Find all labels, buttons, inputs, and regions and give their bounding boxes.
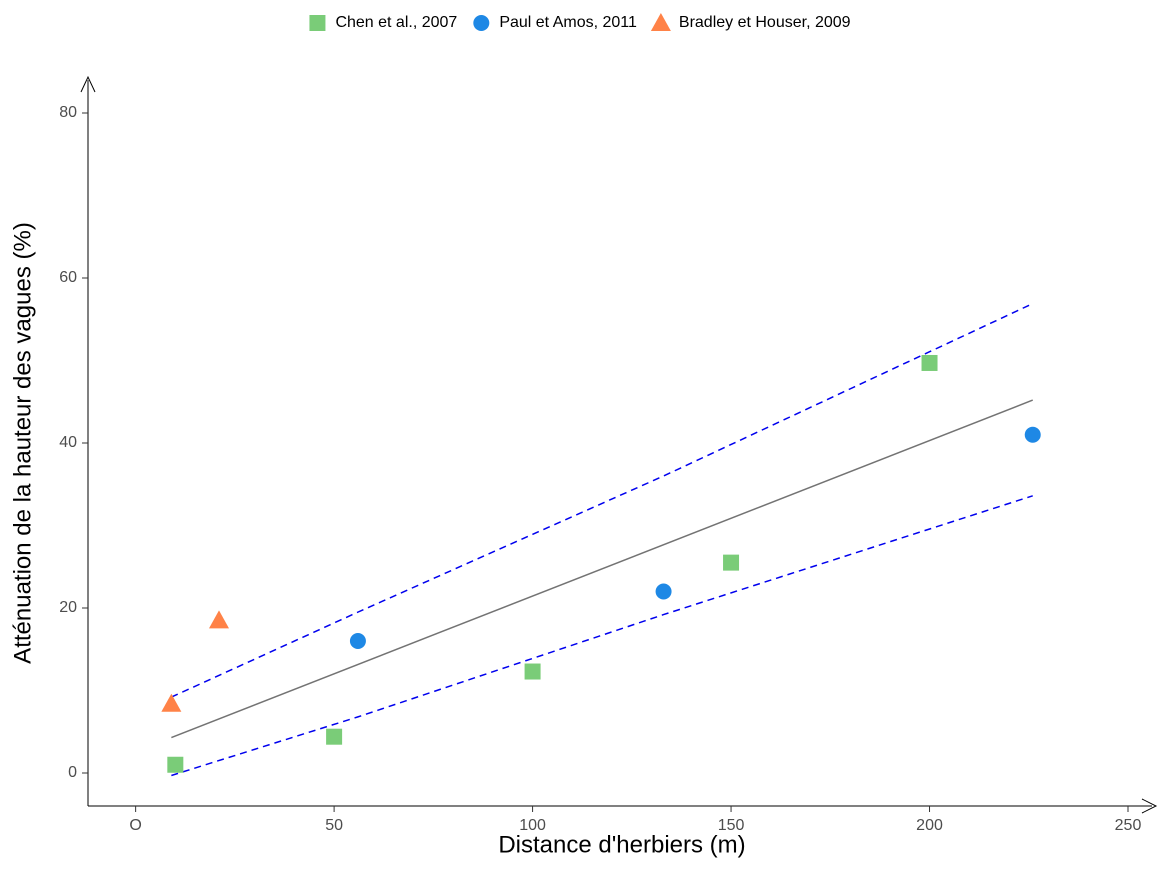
confidence-band-lower bbox=[171, 495, 1033, 777]
data-points bbox=[161, 354, 1041, 773]
y-ticks: 0 20 40 60 80 bbox=[59, 104, 88, 781]
y-tick-label: 60 bbox=[59, 269, 77, 286]
legend-item-2: Bradley et Houser, 2009 bbox=[650, 13, 851, 31]
triangle-point bbox=[161, 693, 182, 712]
legend-label: Paul et Amos, 2011 bbox=[499, 14, 637, 31]
y-axis-title: Atténuation de la hauteur des vagues (%) bbox=[9, 222, 36, 664]
y-tick-label: 80 bbox=[59, 104, 77, 121]
circle-point bbox=[1024, 426, 1041, 443]
series-1 bbox=[349, 426, 1041, 649]
legend-label: Bradley et Houser, 2009 bbox=[679, 14, 851, 31]
square-point bbox=[326, 728, 343, 745]
y-axis-arrowhead bbox=[80, 75, 96, 93]
circle-point bbox=[349, 633, 366, 649]
series-2 bbox=[161, 610, 229, 712]
x-tick-label: 250 bbox=[1115, 817, 1142, 834]
y-tick-label: 20 bbox=[59, 599, 77, 616]
legend-key-circle bbox=[473, 15, 490, 31]
y-tick-label: 0 bbox=[68, 764, 77, 781]
regression-line-segment bbox=[171, 399, 1034, 739]
x-ticks: O 50 100 150 200 250 bbox=[129, 806, 1141, 834]
axes: O 50 100 150 200 250 0 20 40 60 80 Distance d'her… bbox=[9, 75, 1158, 858]
square-point bbox=[167, 756, 184, 773]
x-axis-title: Distance d'herbiers (m) bbox=[498, 831, 745, 858]
legend-item-1: Paul et Amos, 2011 bbox=[473, 14, 637, 31]
confidence-band bbox=[171, 302, 1034, 777]
confidence-band-upper bbox=[171, 302, 1034, 698]
legend-label: Chen et al., 2007 bbox=[335, 14, 457, 31]
circle-point bbox=[655, 583, 672, 600]
legend-key-square bbox=[309, 15, 326, 31]
series-0 bbox=[167, 354, 938, 773]
square-point bbox=[921, 354, 938, 371]
x-axis-arrowhead bbox=[1141, 798, 1158, 814]
legend-item-0: Chen et al., 2007 bbox=[309, 14, 457, 31]
legend: Chen et al., 2007 Paul et Amos, 2011 Bradl… bbox=[309, 13, 851, 31]
x-tick-label: 50 bbox=[325, 817, 343, 834]
square-point bbox=[723, 554, 740, 571]
x-tick-label: 150 bbox=[718, 817, 745, 834]
x-tick-label: 100 bbox=[519, 817, 546, 834]
regression-line bbox=[171, 399, 1034, 739]
y-tick-label: 40 bbox=[59, 434, 77, 451]
legend-key-triangle bbox=[650, 13, 671, 31]
triangle-point bbox=[208, 610, 229, 629]
x-tick-label: O bbox=[129, 817, 141, 834]
x-tick-label: 200 bbox=[916, 817, 943, 834]
square-point bbox=[524, 663, 541, 680]
